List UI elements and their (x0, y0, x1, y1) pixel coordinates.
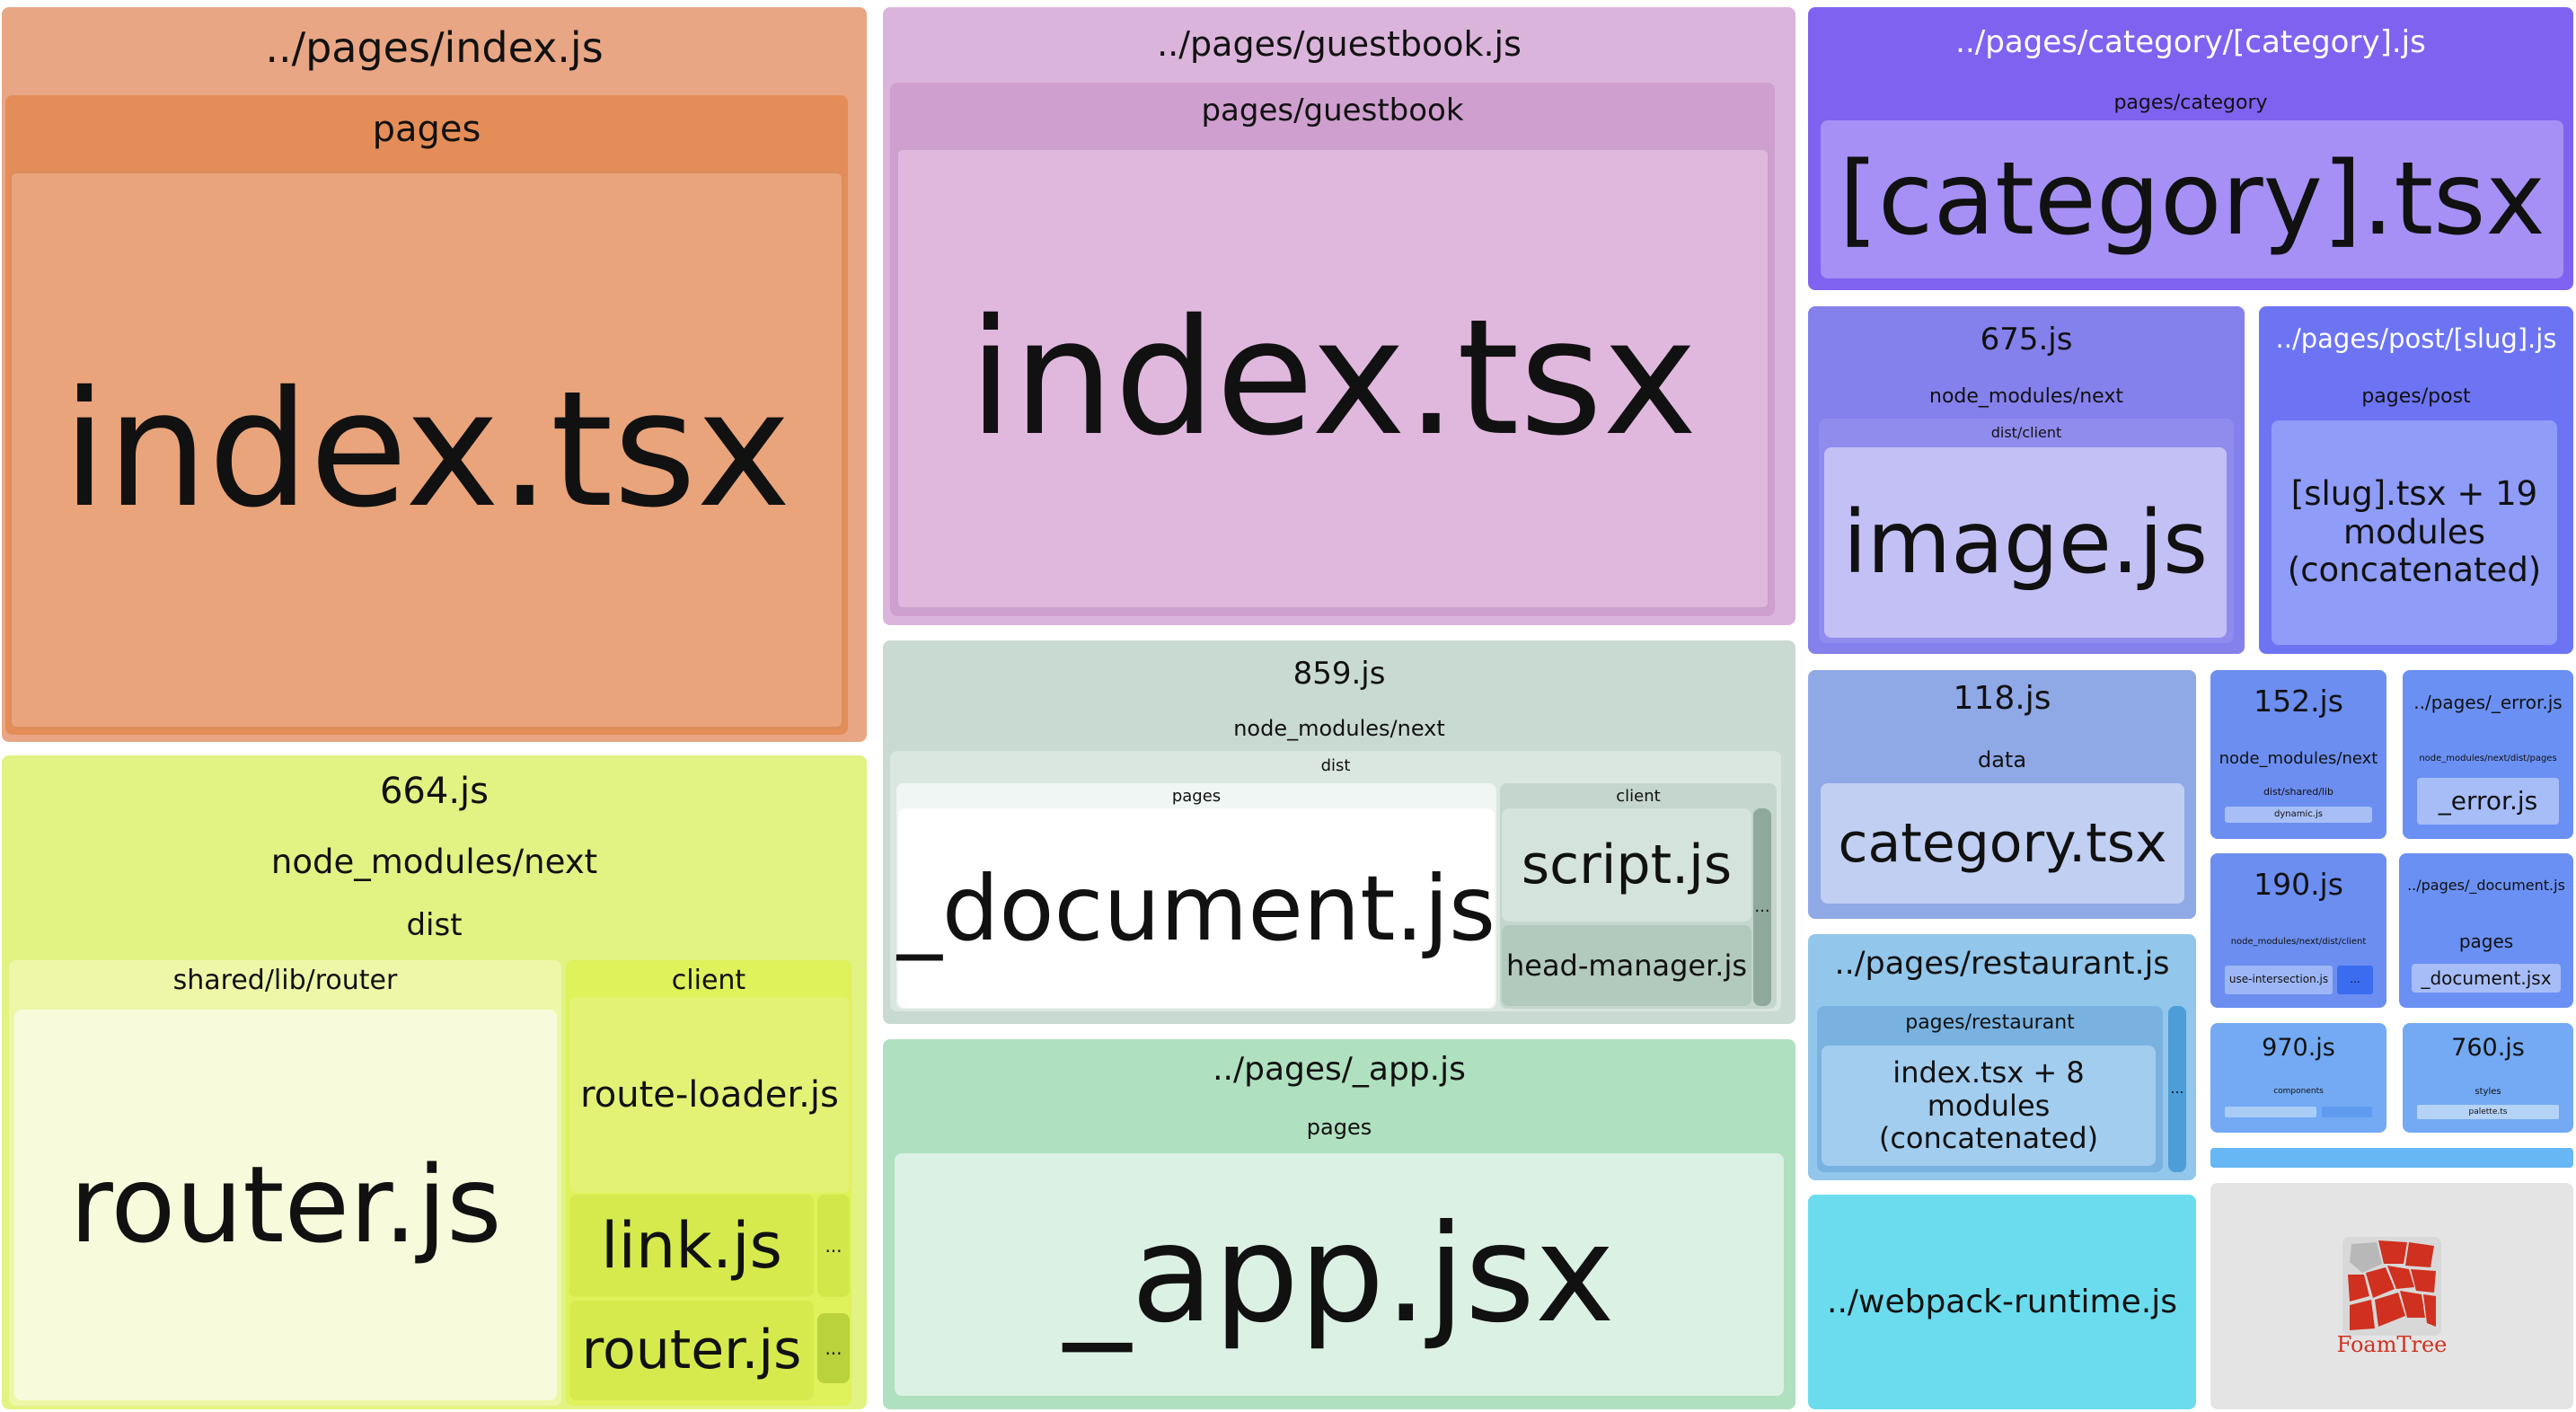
module-index-tsx[interactable]: index.tsx (9, 171, 844, 729)
more-modules[interactable]: ... (817, 1313, 850, 1383)
module-use-intersection-js[interactable]: use-intersection.js (2225, 966, 2333, 994)
chunk-title: ../pages/restaurant.js (1834, 946, 2170, 982)
folder-title: dist/client (1990, 424, 2062, 441)
more-label: ... (1754, 896, 1770, 916)
module-label: [category].tsx (1839, 140, 2545, 258)
module-label: [slug].tsx + 19 modules (concatenated) (2287, 474, 2542, 590)
chunk-title: ../pages/post/[slug].js (2275, 323, 2557, 354)
module-category-tsx[interactable]: [category].tsx (1821, 120, 2563, 278)
chunk-title: ../webpack-runtime.js (1827, 1283, 2177, 1320)
module-head-manager-js[interactable]: head-manager.js (1502, 925, 1751, 1006)
chunk-title: ../pages/_document.js (2407, 877, 2565, 894)
folder-title: pages/category (2113, 92, 2268, 114)
chunk-title: 675.js (1980, 322, 2073, 357)
chunk-title: ../pages/guestbook.js (1157, 24, 1522, 64)
module-dynamic-js[interactable]: dynamic.js (2225, 807, 2372, 823)
more-label: ... (2170, 1080, 2184, 1098)
folder-title: styles (2475, 1087, 2501, 1097)
folder-title: pages (1171, 787, 1222, 806)
module-restaurant-index-tsx[interactable]: index.tsx + 8 modules (concatenated) (1822, 1046, 2156, 1166)
module-document-jsx[interactable]: _document.jsx (2412, 964, 2561, 993)
module-label: index.tsx (968, 285, 1698, 472)
module-label: image.js (1842, 491, 2209, 593)
folder-title: node_modules/next (1233, 716, 1445, 741)
module-component[interactable] (2322, 1107, 2372, 1117)
chunk-title: ../pages/category/[category].js (1955, 24, 2426, 60)
chunk-title: ../pages/index.js (265, 23, 604, 72)
foamtree-logo-icon (2342, 1237, 2441, 1336)
folder-title: client (1616, 787, 1661, 806)
module-label: route-loader.js (580, 1074, 839, 1116)
module-client-router-js[interactable]: router.js (569, 1301, 814, 1400)
folder-title: node_modules/next (2219, 749, 2378, 768)
module-label: category.tsx (1838, 811, 2167, 875)
more-modules[interactable]: ... (2337, 966, 2373, 994)
module-route-loader-js[interactable]: route-loader.js (569, 997, 850, 1193)
module-error-js[interactable]: _error.js (2417, 778, 2559, 825)
module-router-js[interactable]: router.js (14, 1010, 557, 1400)
more-modules[interactable]: ... (1753, 808, 1771, 1006)
folder-title: node_modules/next/dist/pages (2419, 754, 2557, 763)
module-label: _error.js (2438, 785, 2538, 816)
folder-title: node_modules/next (1929, 385, 2123, 408)
folder-title: pages/guestbook (1201, 93, 1464, 128)
chunk-title: 152.js (2254, 684, 2343, 719)
folder-title: pages (2458, 931, 2514, 952)
module-label: _app.jsx (1063, 1196, 1615, 1353)
chunk-small[interactable] (2210, 1148, 2573, 1168)
more-modules[interactable]: ... (817, 1195, 850, 1297)
folder-title: node_modules/next/dist/client (2230, 937, 2367, 947)
module-slug-tsx[interactable]: [slug].tsx + 19 modules (concatenated) (2272, 420, 2557, 645)
module-label: palette.ts (2468, 1107, 2508, 1116)
module-label: head-manager.js (1505, 948, 1748, 983)
module-palette-ts[interactable]: palette.ts (2417, 1105, 2559, 1119)
chunk-title: 190.js (2254, 867, 2343, 902)
chunk-webpack-runtime[interactable]: ../webpack-runtime.js (1808, 1195, 2196, 1409)
chunk-title: 760.js (2451, 1034, 2525, 1062)
module-label: script.js (1521, 833, 1733, 896)
module-script-js[interactable]: script.js (1502, 808, 1751, 922)
chunk-title: ../pages/_app.js (1213, 1051, 1466, 1088)
module-guestbook-index-tsx[interactable]: index.tsx (895, 147, 1770, 610)
foamtree-panel: FoamTree (2210, 1183, 2573, 1409)
folder-title: data (1977, 747, 2027, 772)
module-label: _document.jsx (2421, 966, 2552, 989)
module-document-js[interactable]: _document.js (896, 808, 1496, 1008)
chunk-title: 970.js (2262, 1034, 2335, 1062)
module-image-js[interactable]: image.js (1824, 447, 2227, 638)
chunk-title: 118.js (1953, 680, 2051, 717)
folder-title: node_modules/next (270, 843, 598, 881)
module-label: dynamic.js (2274, 809, 2323, 820)
chunk-title: 859.js (1292, 656, 1386, 692)
module-label: link.js (601, 1208, 782, 1283)
module-app-jsx[interactable]: _app.jsx (895, 1153, 1784, 1396)
folder-title: pages/restaurant (1905, 1011, 2075, 1034)
chunk-title: ../pages/_error.js (2413, 692, 2563, 713)
folder-title: dist/shared/lib (2263, 786, 2334, 798)
folder-title: client (671, 965, 746, 996)
folder-title: shared/lib/router (172, 965, 398, 996)
folder-title: dist (1320, 756, 1351, 775)
module-label: router.js (581, 1319, 802, 1381)
module-label: use-intersection.js (2228, 973, 2329, 986)
folder-title: pages (1306, 1115, 1372, 1140)
more-label: ... (825, 1337, 842, 1359)
module-component[interactable] (2225, 1107, 2316, 1117)
module-label: router.js (69, 1142, 502, 1266)
module-label: index.tsx + 8 modules (concatenated) (1878, 1055, 2099, 1156)
foamtree-logo-text: FoamTree (2336, 1332, 2448, 1357)
folder-title: pages (372, 109, 481, 150)
more-label: ... (825, 1234, 842, 1257)
module-label: _document.js (896, 855, 1496, 961)
folder-title: dist (406, 907, 463, 943)
chunk-title: 664.js (379, 771, 489, 812)
module-category-tsx[interactable]: category.tsx (1821, 783, 2184, 904)
more-modules[interactable]: ... (2168, 1006, 2186, 1172)
module-label: index.tsx (62, 356, 791, 543)
more-label: ... (2350, 973, 2360, 986)
module-link-js[interactable]: link.js (569, 1195, 814, 1297)
folder-title: components (2273, 1087, 2324, 1096)
folder-title: pages/post (2361, 385, 2471, 408)
